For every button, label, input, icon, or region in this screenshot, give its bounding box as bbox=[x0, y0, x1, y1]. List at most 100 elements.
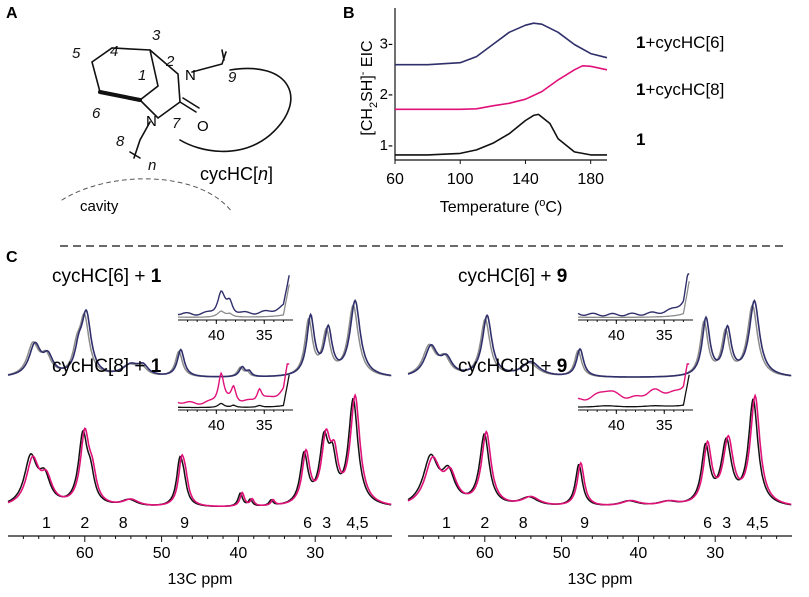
panel-label-b: B bbox=[343, 5, 355, 22]
nmr-inset-tick-label: 40 bbox=[608, 417, 625, 434]
nmr-peak-label: 2 bbox=[80, 515, 89, 532]
nmr-peak-label: 6 bbox=[303, 515, 312, 532]
chain-9 bbox=[191, 51, 227, 73]
atom-7: 7 bbox=[172, 115, 181, 132]
nmr-peak-label: 8 bbox=[119, 515, 128, 532]
nmr-subpanel-1: cycHC[6] + 1 40 35 bbox=[7, 266, 392, 378]
nmr-peak-label: 3 bbox=[722, 515, 731, 532]
nmr-subpanel-title: cycHC[8] + 1 bbox=[52, 356, 162, 377]
nmr-inset-reference-trace bbox=[177, 284, 290, 318]
macrocycle-arc bbox=[179, 67, 292, 153]
nmr-reference-trace bbox=[407, 398, 792, 506]
nmr-inset-complex-trace bbox=[577, 363, 690, 401]
nmr-inset-reference-trace bbox=[578, 374, 690, 408]
nmr-inset: 40 35 bbox=[177, 275, 293, 344]
eic-x-label: Temperature (oC) bbox=[440, 197, 563, 216]
eic-y-tick-label: 2- bbox=[380, 86, 393, 103]
nmr-inset-reference-trace bbox=[178, 374, 290, 409]
nmr-inset: 40 35 bbox=[577, 273, 693, 344]
atom-3: 3 bbox=[152, 27, 161, 44]
cavity-label: cavity bbox=[80, 198, 119, 215]
eic-y-label: [CH2SH]- EIC bbox=[357, 40, 380, 135]
eic-series-2 bbox=[395, 65, 608, 111]
nmr-inset-complex-trace bbox=[177, 363, 290, 405]
nmr-x-tick-label: 50 bbox=[553, 545, 571, 562]
atom-8: 8 bbox=[116, 133, 125, 150]
nmr-axis-2: 60 50 40 30 13C ppm 1 2 8 9 6 3 4,5 bbox=[408, 515, 792, 588]
eic-series-1 bbox=[395, 22, 608, 66]
nmr-peak-label: 3 bbox=[322, 515, 331, 532]
nmr-inset-reference-trace bbox=[578, 280, 690, 319]
nmr-x-tick-label: 30 bbox=[706, 545, 724, 562]
chain-8 bbox=[133, 121, 151, 159]
nmr-inset-tick-label: 40 bbox=[208, 417, 225, 434]
nmr-inset-complex-trace bbox=[577, 273, 690, 317]
nmr-complex-trace bbox=[407, 299, 792, 378]
panel-label-c: C bbox=[6, 249, 18, 266]
nmr-peak-label: 1 bbox=[442, 515, 451, 532]
atom-o: O bbox=[197, 118, 209, 135]
nmr-inset: 40 35 bbox=[577, 363, 693, 434]
chain-n: n bbox=[148, 157, 156, 174]
nmr-inset-tick-label: 35 bbox=[256, 327, 273, 344]
atom-n-upper: N bbox=[185, 67, 196, 84]
chain-9-end bbox=[221, 49, 225, 61]
nmr-complex-trace bbox=[407, 393, 792, 506]
atom-n-lower: N bbox=[146, 113, 157, 130]
nmr-peak-label: 2 bbox=[480, 515, 489, 532]
nmr-x-tick-label: 30 bbox=[306, 545, 324, 562]
nmr-subpanel-title: cycHC[6] + 1 bbox=[52, 266, 162, 287]
nmr-peak-label: 9 bbox=[580, 515, 589, 532]
nmr-x-label: 13C ppm bbox=[568, 571, 633, 588]
nmr-subpanel-title: cycHC[8] + 9 bbox=[458, 356, 567, 377]
nmr-subpanel-title: cycHC[6] + 9 bbox=[458, 266, 567, 287]
atom-9: 9 bbox=[228, 69, 237, 86]
eic-y-tick-label: 1- bbox=[380, 137, 393, 154]
nmr-subpanel-2: cycHC[8] + 1 40 35 bbox=[7, 356, 392, 508]
eic-legend-entry: 1+cycHC[6] bbox=[636, 33, 724, 52]
eic-x-tick-label: 180 bbox=[577, 171, 604, 188]
atom-5: 5 bbox=[72, 45, 81, 62]
nmr-x-tick-label: 60 bbox=[476, 545, 494, 562]
atom-1: 1 bbox=[138, 67, 146, 84]
nmr-inset: 40 35 bbox=[177, 363, 293, 434]
nmr-x-tick-label: 40 bbox=[230, 545, 248, 562]
nmr-peak-label: 9 bbox=[180, 515, 189, 532]
nmr-inset-tick-label: 35 bbox=[656, 327, 673, 344]
atom-numbers: 5 4 3 2 1 6 7 8 9 n bbox=[72, 27, 237, 174]
nmr-peak-label: 1 bbox=[42, 515, 51, 532]
nmr-x-tick-label: 40 bbox=[630, 545, 648, 562]
nmr-inset-tick-label: 40 bbox=[208, 327, 225, 344]
chain-8-end bbox=[129, 151, 141, 159]
eic-x-tick-label: 100 bbox=[447, 171, 474, 188]
macrocycle-label: cycHC[n] bbox=[200, 164, 273, 184]
eic-y-tick-label: 3- bbox=[380, 35, 393, 52]
nmr-subpanel-3: cycHC[6] + 9 40 35 bbox=[407, 266, 792, 378]
nmr-reference-trace bbox=[7, 397, 392, 508]
nmr-axis-1: 60 50 40 30 13C ppm 1 2 8 9 6 3 4,5 bbox=[8, 515, 392, 588]
eic-legend-entry: 1 bbox=[636, 130, 645, 149]
nmr-subpanel-4: cycHC[8] + 9 40 35 bbox=[407, 356, 792, 506]
nmr-x-tick-label: 60 bbox=[76, 545, 94, 562]
nmr-x-tick-label: 50 bbox=[153, 545, 171, 562]
eic-legend-entry: 1+cycHC[8] bbox=[636, 80, 724, 99]
eic-x-tick-label: 140 bbox=[512, 171, 539, 188]
nmr-peak-label: 6 bbox=[703, 515, 712, 532]
cavity-arc bbox=[61, 178, 233, 213]
structure-diagram bbox=[61, 47, 292, 213]
nmr-inset-tick-label: 40 bbox=[608, 327, 625, 344]
eic-series-3 bbox=[395, 113, 607, 156]
panel-label-a: A bbox=[6, 5, 18, 22]
atom-6: 6 bbox=[92, 105, 101, 122]
eic-x-tick-label: 60 bbox=[386, 171, 404, 188]
nmr-peak-label: 4,5 bbox=[746, 515, 768, 532]
nmr-complex-trace bbox=[7, 298, 392, 378]
nmr-complex-trace bbox=[7, 393, 392, 508]
nmr-inset-tick-label: 35 bbox=[256, 417, 273, 434]
carbonyl-bond bbox=[179, 101, 197, 113]
ring-bold-bond bbox=[98, 90, 142, 102]
eic-chart: 60 100 140 180 1- 2- 3- Temperature (oC) [CH2SH]… bbox=[357, 8, 724, 216]
nmr-inset-complex-trace bbox=[177, 275, 290, 316]
